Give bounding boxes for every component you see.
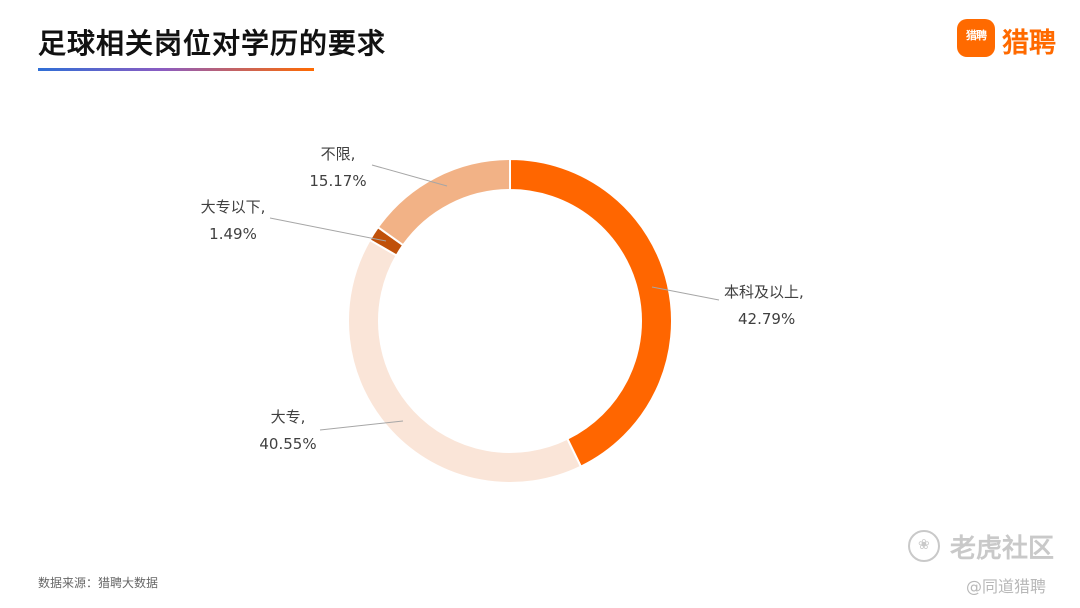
logo-text: 猎聘 (1002, 28, 1056, 59)
donut-slice-3 (376, 157, 511, 247)
donut-slice-0 (509, 157, 673, 468)
slice-label-1: 大专, (271, 408, 306, 426)
leader-line-1 (319, 420, 404, 431)
slice-label-0: 本科及以上, (724, 283, 804, 301)
logo-badge-text: 猎聘 (966, 29, 987, 42)
leader-line-3 (371, 164, 448, 187)
watermark-sub: @同道猎聘 (966, 577, 1047, 596)
slice-label-2: 大专以下, (201, 198, 266, 216)
data-source: 数据来源：猎聘大数据 (38, 576, 159, 590)
title-underline (38, 68, 314, 71)
leader-line-0 (651, 286, 720, 301)
slice-label-3: 不限, (321, 145, 356, 163)
donut-slice-1 (347, 238, 583, 484)
slice-value-label-2: 1.49% (209, 225, 257, 243)
page-title: 足球相关岗位对学历的要求 (38, 27, 387, 60)
tiger-paw-icon: ❀ (908, 530, 940, 562)
watermark-main-text: 老虎社区 (950, 534, 1055, 564)
slice-value-label-0: 42.79% (738, 310, 795, 328)
logo-badge-icon: 猎聘 (957, 19, 995, 57)
leader-line-2 (269, 217, 387, 242)
slice-value-label-3: 15.17% (309, 172, 366, 190)
slice-value-label-1: 40.55% (259, 435, 316, 453)
